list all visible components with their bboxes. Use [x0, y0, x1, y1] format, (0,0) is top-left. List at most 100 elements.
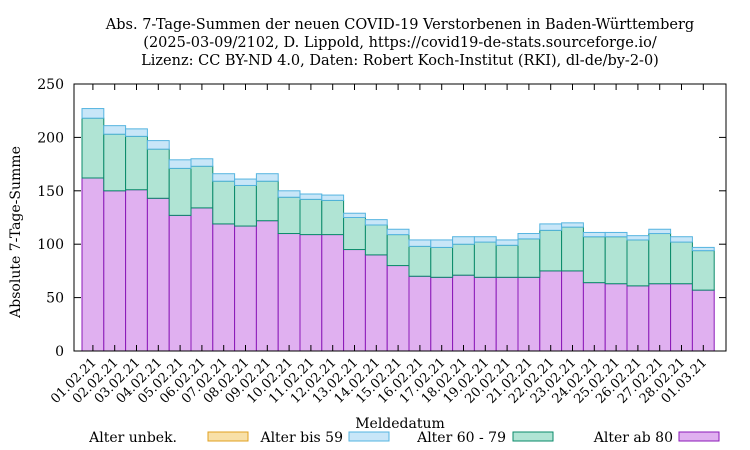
bar-alter-bis-59-2	[125, 128, 148, 137]
bar-alter-60-79-0	[81, 117, 105, 179]
bar-alter-bis-59-7	[234, 178, 257, 186]
bar-alter-60-79-13	[364, 224, 388, 256]
bar-alter-bis-59-17	[452, 236, 475, 245]
legend-swatch-alter-bis-59	[348, 431, 390, 442]
bar-alter-60-79-1	[103, 133, 127, 192]
bar-alter-60-79-22	[561, 226, 584, 272]
bar-alter-ab-80-8	[255, 220, 279, 352]
bar-alter-bis-59-28	[691, 246, 715, 252]
bar-alter-bis-59-3	[146, 140, 170, 150]
bar-alter-bis-59-19	[495, 239, 519, 246]
bar-alter-60-79-21	[539, 229, 563, 272]
y-tick-label-2: 100	[37, 237, 64, 253]
bar-alter-ab-80-4	[168, 214, 192, 352]
bar-alter-ab-80-24	[604, 283, 628, 352]
bar-alter-bis-59-12	[343, 212, 366, 218]
bar-alter-bis-59-18	[473, 236, 497, 243]
bar-alter-ab-80-3	[146, 197, 170, 352]
y-axis-label: Absolute 7-Tage-Summe	[8, 146, 24, 319]
bar-alter-bis-59-27	[670, 236, 693, 243]
y-tick-label-5: 250	[37, 77, 64, 93]
bar-alter-60-79-14	[386, 234, 410, 267]
bar-alter-bis-59-10	[299, 193, 323, 200]
bar-alter-bis-59-24	[604, 231, 628, 238]
bar-alter-bis-59-5	[190, 158, 214, 167]
bar-alter-ab-80-20	[517, 276, 541, 352]
bar-alter-bis-59-0	[81, 108, 105, 119]
legend-label-alter-ab-80: Alter ab 80	[593, 430, 673, 446]
bar-alter-ab-80-28	[691, 289, 715, 352]
bar-alter-ab-80-6	[212, 223, 236, 352]
legend-label-alter-bis-59: Alter bis 59	[259, 430, 343, 446]
bar-alter-60-79-8	[255, 180, 279, 222]
bar-alter-ab-80-23	[582, 282, 606, 352]
bar-alter-ab-80-25	[626, 285, 650, 352]
bar-alter-60-79-28	[691, 250, 715, 291]
bar-alter-60-79-20	[517, 238, 541, 278]
legend-swatch-alter-60-79	[512, 431, 554, 442]
bar-alter-60-79-12	[343, 217, 366, 251]
bar-alter-60-79-19	[495, 244, 519, 278]
bar-alter-bis-59-11	[321, 194, 345, 201]
bar-alter-60-79-4	[168, 167, 192, 216]
bar-alter-ab-80-7	[234, 225, 257, 352]
chart-title-line-3: Lizenz: CC BY-ND 4.0, Daten: Robert Koch…	[141, 53, 659, 69]
legend-swatch-alter-ab-80	[678, 431, 720, 442]
bar-alter-ab-80-0	[81, 177, 105, 352]
bar-alter-ab-80-2	[125, 189, 148, 352]
legend-label-alter-unbek: Alter unbek.	[88, 430, 177, 446]
bar-alter-ab-80-17	[452, 274, 475, 352]
bar-alter-ab-80-21	[539, 270, 563, 352]
bar-alter-bis-59-8	[255, 173, 279, 182]
bar-alter-60-79-11	[321, 199, 345, 236]
bar-alter-60-79-24	[604, 236, 628, 285]
bar-alter-60-79-17	[452, 243, 475, 276]
chart-title-line-1: Abs. 7-Tage-Summen der neuen COVID-19 Ve…	[105, 17, 695, 33]
bar-alter-bis-59-20	[517, 233, 541, 240]
bar-alter-bis-59-15	[408, 239, 432, 247]
bar-alter-60-79-23	[582, 236, 606, 284]
bar-alter-bis-59-25	[626, 235, 650, 241]
bar-alter-bis-59-6	[212, 173, 236, 182]
bar-alter-bis-59-14	[386, 228, 410, 236]
x-axis-label: Meldedatum	[355, 416, 445, 432]
bar-alter-ab-80-10	[299, 234, 323, 352]
y-tick-label-1: 50	[46, 291, 64, 307]
bar-alter-60-79-6	[212, 180, 236, 225]
bar-alter-ab-80-22	[561, 270, 584, 352]
bar-alter-bis-59-22	[561, 222, 584, 228]
bar-alter-ab-80-16	[430, 276, 454, 352]
bar-alter-ab-80-5	[190, 207, 214, 352]
bar-alter-bis-59-4	[168, 159, 192, 169]
bar-alter-60-79-27	[670, 241, 693, 285]
plot-frame	[73, 83, 727, 352]
bar-alter-bis-59-9	[277, 190, 301, 198]
bar-alter-ab-80-13	[364, 254, 388, 352]
bar-alter-60-79-2	[125, 135, 148, 191]
bar-alter-bis-59-26	[648, 228, 672, 235]
y-tick-label-0: 0	[55, 344, 64, 360]
bar-alter-60-79-5	[190, 165, 214, 209]
bar-alter-60-79-26	[648, 233, 672, 285]
chart-title-line-2: (2025-03-09/2102, D. Lippold, https://co…	[143, 35, 657, 51]
bar-alter-60-79-15	[408, 245, 432, 277]
bars-layer	[81, 108, 715, 352]
bar-alter-bis-59-1	[103, 125, 127, 135]
bar-alter-60-79-16	[430, 246, 454, 278]
y-tick-label-4: 200	[37, 130, 64, 146]
bar-alter-60-79-25	[626, 239, 650, 287]
bar-alter-60-79-9	[277, 196, 301, 235]
legend-swatch-alter-unbek	[207, 431, 249, 442]
bar-alter-ab-80-12	[343, 249, 366, 352]
bar-alter-bis-59-13	[364, 219, 388, 226]
bar-alter-ab-80-15	[408, 275, 432, 352]
bar-alter-bis-59-16	[430, 239, 454, 248]
bar-alter-ab-80-19	[495, 276, 519, 352]
bar-alter-bis-59-21	[539, 223, 563, 231]
legend-label-alter-60-79: Alter 60 - 79	[416, 430, 506, 446]
bar-alter-ab-80-18	[473, 276, 497, 352]
bar-alter-60-79-3	[146, 148, 170, 199]
bar-alter-ab-80-9	[277, 233, 301, 352]
y-axis: 0 50 100 150 200 250	[37, 77, 726, 360]
